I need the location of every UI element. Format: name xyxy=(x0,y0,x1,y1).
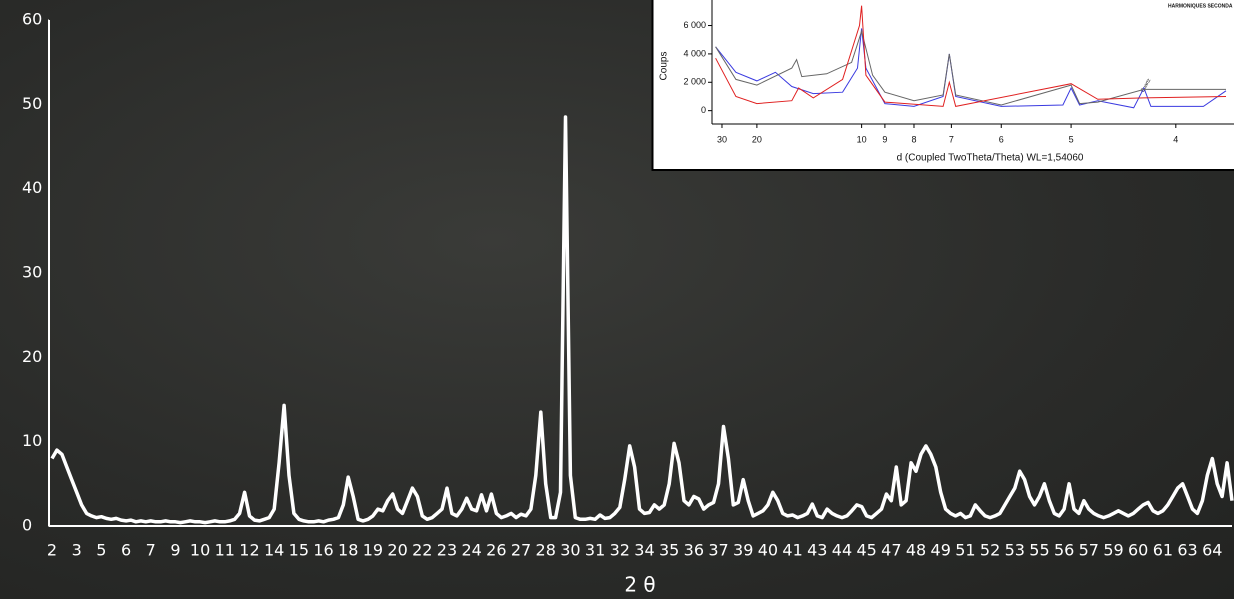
x-tick-label: 20 xyxy=(752,134,762,144)
x-tick-label: 31 xyxy=(585,541,605,560)
x-tick-label: 48 xyxy=(906,541,926,560)
x-tick-label: 61 xyxy=(1153,541,1173,560)
x-tick-label: 60 xyxy=(1128,541,1148,560)
x-tick-label: 15 xyxy=(289,541,309,560)
x-tick-label: 6 xyxy=(999,134,1004,144)
inset-chart: d (Coupled TwoTheta/Theta) WL=1,54060 Co… xyxy=(651,0,1234,171)
x-tick-label: 9 xyxy=(882,134,887,144)
x-tick-label: 57 xyxy=(1079,541,1099,560)
data-line xyxy=(715,28,1227,109)
y-tick-label: 4 000 xyxy=(683,48,706,58)
y-tick-label: 10 xyxy=(22,431,42,450)
x-tick-label: 43 xyxy=(807,541,827,560)
y-axis-label: Coups xyxy=(659,52,670,81)
data-line xyxy=(715,29,1226,106)
x-tick-label: 32 xyxy=(610,541,630,560)
x-tick-label: 12 xyxy=(239,541,259,560)
x-tick-label: 41 xyxy=(782,541,802,560)
y-tick-label: 20 xyxy=(22,347,42,366)
x-tick-label: 56 xyxy=(1054,541,1074,560)
x-tick-label: 45 xyxy=(856,541,876,560)
y-tick-label: 0 xyxy=(22,516,32,535)
data-line xyxy=(715,5,1227,107)
x-tick-label: 30 xyxy=(560,541,580,560)
x-tick-label: 27 xyxy=(511,541,531,560)
inset-frame xyxy=(651,0,1234,171)
x-tick-label: 49 xyxy=(931,541,951,560)
x-tick-label: 8 xyxy=(911,134,916,144)
x-tick-label: 26 xyxy=(486,541,506,560)
x-tick-label: 39 xyxy=(733,541,753,560)
y-tick-label: 2 000 xyxy=(683,77,706,87)
x-tick-label: 7 xyxy=(949,134,954,144)
x-tick-label: 14 xyxy=(264,541,284,560)
x-tick-label: 59 xyxy=(1103,541,1123,560)
x-tick-label: 5 xyxy=(1069,134,1074,144)
x-tick-label: 18 xyxy=(338,541,358,560)
y-tick-label: 6 000 xyxy=(683,20,706,30)
x-tick-label: 10 xyxy=(190,541,210,560)
x-tick-label: 7 xyxy=(146,541,156,560)
x-tick-label: 52 xyxy=(980,541,1000,560)
x-tick-label: 11 xyxy=(215,541,235,560)
x-tick-label: 20 xyxy=(387,541,407,560)
x-tick-label: 24 xyxy=(461,541,481,560)
x-tick-label: 51 xyxy=(955,541,975,560)
x-tick-label: 35 xyxy=(659,541,679,560)
x-tick-label: 3 xyxy=(72,541,82,560)
x-tick-label: 40 xyxy=(758,541,778,560)
x-tick-label: 5 xyxy=(96,541,106,560)
x-tick-label: 30 xyxy=(717,134,727,144)
x-tick-label: 47 xyxy=(881,541,901,560)
x-axis-label: 2 θ xyxy=(624,573,655,597)
x-tick-label: 53 xyxy=(1005,541,1025,560)
x-tick-label: 55 xyxy=(1029,541,1049,560)
x-axis-label: d (Coupled TwoTheta/Theta) WL=1,54060 xyxy=(897,153,1084,164)
x-tick-label: 63 xyxy=(1177,541,1197,560)
x-tick-label: 64 xyxy=(1202,541,1222,560)
x-tick-label: 28 xyxy=(536,541,556,560)
inset-title: HARMONIQUES SECONDA xyxy=(1168,3,1233,9)
x-tick-label: 6 xyxy=(121,541,131,560)
x-tick-label: 19 xyxy=(363,541,383,560)
x-tick-label: 16 xyxy=(313,541,333,560)
x-tick-label: 9 xyxy=(170,541,180,560)
x-tick-label: 10 xyxy=(857,134,867,144)
x-tick-label: 23 xyxy=(437,541,457,560)
y-tick-label: 60 xyxy=(22,10,42,29)
data-line xyxy=(50,115,1234,525)
x-tick-label: 34 xyxy=(634,541,654,560)
x-tick-label: 37 xyxy=(708,541,728,560)
y-tick-label: 30 xyxy=(22,263,42,282)
x-tick-label: 44 xyxy=(832,541,852,560)
x-tick-label: 22 xyxy=(412,541,432,560)
x-tick-label: 2 xyxy=(47,541,57,560)
y-tick-label: 0 xyxy=(701,105,706,115)
y-tick-label: 50 xyxy=(22,94,42,113)
x-tick-label: 36 xyxy=(684,541,704,560)
x-tick-label: 4 xyxy=(1173,134,1178,144)
y-tick-label: 40 xyxy=(22,178,42,197)
